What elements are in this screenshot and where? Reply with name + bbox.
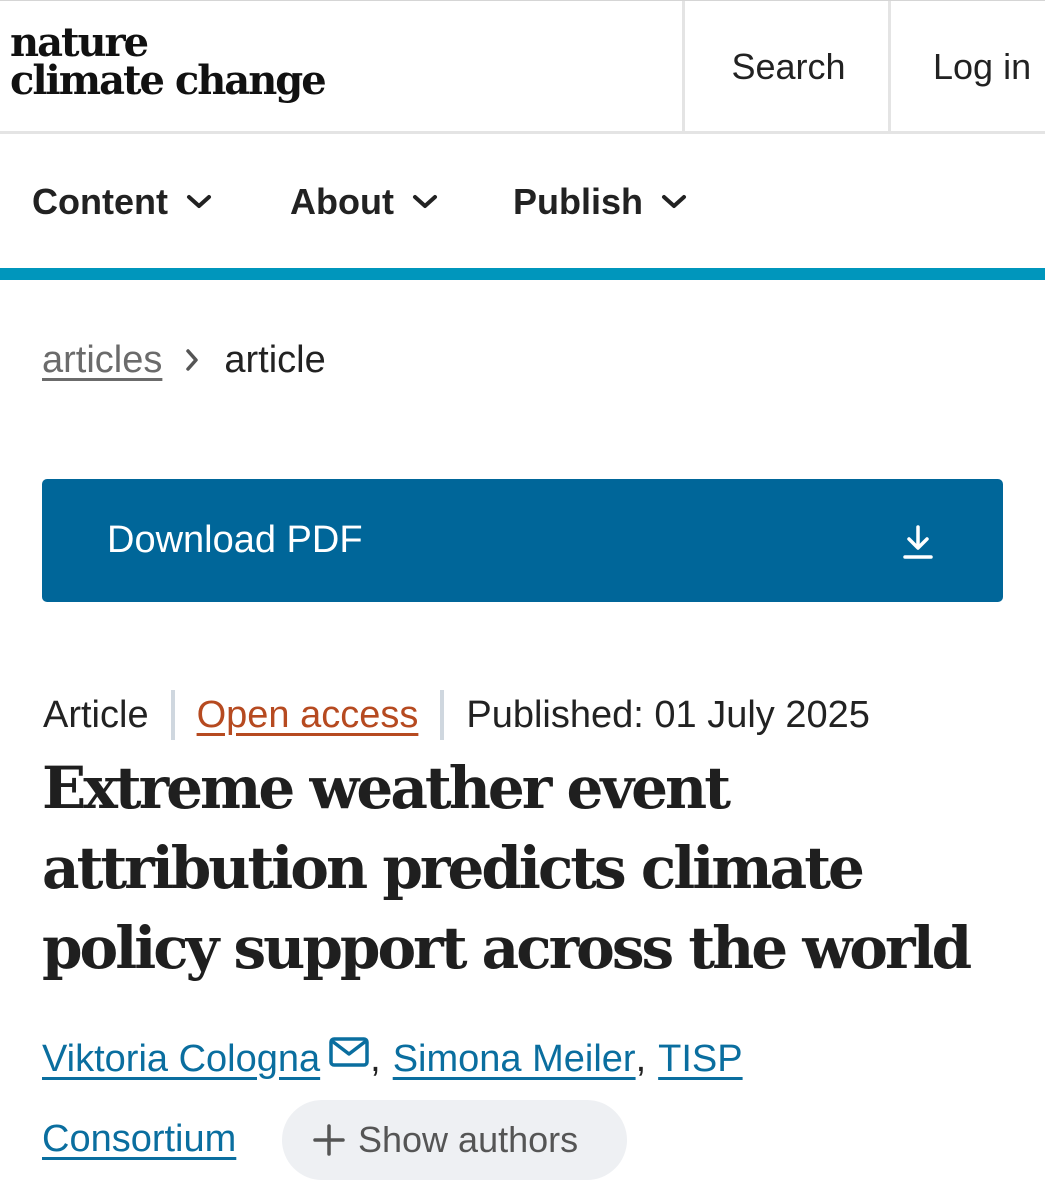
author-link[interactable]: Viktoria Cologna — [42, 1037, 321, 1080]
nav-item-content[interactable]: Content — [32, 180, 212, 224]
main-nav: Content About Publish — [0, 134, 1045, 280]
chevron-down-icon — [186, 195, 211, 208]
breadcrumb-current: article — [224, 338, 326, 381]
author-link[interactable]: TISP — [658, 1037, 743, 1080]
author-separator: , — [370, 1037, 381, 1080]
download-icon — [903, 525, 933, 559]
breadcrumb: articles article — [42, 334, 326, 386]
author-list-continued: Consortium — [42, 1114, 236, 1164]
logo-line-2: climate change — [10, 57, 327, 104]
mail-icon[interactable] — [328, 1036, 370, 1068]
nav-item-label: About — [290, 181, 394, 222]
nav-item-about[interactable]: About — [290, 180, 438, 224]
download-pdf-button[interactable]: Download PDF — [42, 479, 1003, 602]
published-date: Published: 01 July 2025 — [466, 693, 870, 736]
site-header: nature climate change Search Log in — [0, 0, 1045, 134]
author-link[interactable]: Consortium — [42, 1117, 237, 1160]
author-link[interactable]: Simona Meiler — [392, 1037, 636, 1080]
journal-logo[interactable]: nature climate change — [10, 19, 327, 104]
chevron-right-icon — [186, 349, 199, 371]
article-type: Article — [43, 693, 149, 736]
logo-line-1: nature — [10, 19, 149, 66]
show-authors-label: Show authors — [358, 1119, 579, 1160]
meta-divider — [170, 690, 175, 740]
nav-item-label: Publish — [513, 181, 644, 222]
search-label: Search — [731, 45, 846, 87]
plus-icon — [313, 1124, 345, 1156]
show-authors-button[interactable]: Show authors — [282, 1100, 627, 1180]
author-separator: , — [635, 1037, 647, 1080]
chevron-down-icon — [412, 195, 437, 208]
nav-item-publish[interactable]: Publish — [513, 180, 687, 224]
article-title: Extreme weather event attribution predic… — [42, 754, 972, 982]
article-meta: Article Open access Published: 01 July 2… — [43, 690, 870, 740]
author-list: Viktoria Cologna , Simona Meiler , TISP — [42, 1034, 743, 1084]
chevron-down-icon — [662, 195, 687, 208]
breadcrumb-articles-link[interactable]: articles — [42, 338, 163, 381]
open-access-link[interactable]: Open access — [196, 693, 419, 736]
nav-item-label: Content — [32, 181, 168, 222]
login-label: Log in — [933, 45, 1032, 87]
login-button[interactable]: Log in — [888, 1, 1045, 132]
meta-divider — [440, 690, 445, 740]
search-button[interactable]: Search — [682, 1, 888, 132]
download-pdf-label: Download PDF — [107, 519, 363, 561]
